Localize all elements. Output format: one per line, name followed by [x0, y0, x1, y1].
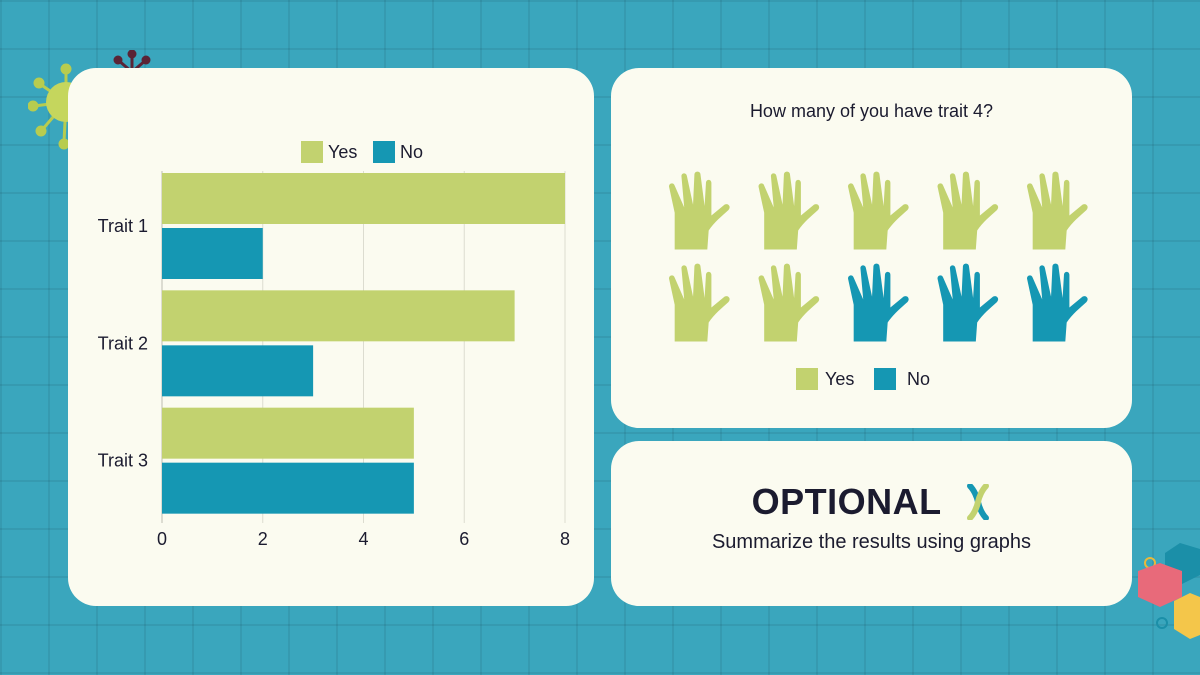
optional-subtitle: Summarize the results using graphs — [711, 531, 1032, 553]
hands-legend-label-no: No — [907, 369, 930, 389]
optional-card: OPTIONAL Summarize the results using gra… — [611, 441, 1132, 606]
category-label: Trait 3 — [98, 451, 148, 471]
x-tick-label: 0 — [157, 529, 167, 549]
optional-title: OPTIONAL — [611, 481, 1132, 523]
bar-no-3 — [162, 462, 414, 514]
category-label: Trait 2 — [98, 333, 148, 353]
bar-yes-2 — [162, 290, 515, 342]
hands-legend-swatch-yes — [796, 368, 818, 390]
hand-icon — [848, 171, 909, 250]
bar-no-2 — [162, 345, 314, 397]
hand-icon — [1027, 171, 1088, 250]
hands-pictograph: Yes No — [669, 171, 1088, 390]
hands-legend-swatch-no — [874, 368, 896, 390]
hand-icon — [848, 263, 909, 342]
legend-label-yes: Yes — [328, 142, 357, 162]
x-tick-label: 4 — [358, 529, 368, 549]
virus-dark-decoration — [113, 50, 151, 72]
bar-chart: Yes No Trait 1 Trait 2 Trait 3 0 2 4 6 8 — [98, 141, 570, 549]
hands-legend: Yes No — [796, 368, 930, 390]
hands-legend-label-yes: Yes — [825, 369, 854, 389]
pictograph-question: How many of you have trait 4? — [749, 101, 994, 121]
x-tick-label: 2 — [258, 529, 268, 549]
chromosome-icon — [967, 483, 990, 521]
hand-icon — [758, 263, 820, 342]
hand-icon — [669, 263, 730, 342]
bar-chart-legend: Yes No — [301, 141, 423, 163]
bar-yes-3 — [162, 407, 414, 459]
optional-title-text: OPTIONAL — [751, 481, 941, 522]
hand-icon — [1027, 263, 1088, 342]
bar-yes-1 — [162, 173, 565, 224]
bar-chart-card: Yes No Trait 1 Trait 2 Trait 3 0 2 4 6 8 — [68, 68, 594, 606]
legend-label-no: No — [400, 142, 423, 162]
hand-icon — [937, 171, 999, 250]
hands-pictograph-card: How many of you have trait 4? Yes No — [611, 68, 1132, 428]
legend-swatch-yes — [301, 141, 323, 163]
hand-icon — [669, 171, 730, 250]
category-label: Trait 1 — [98, 216, 148, 236]
x-tick-label: 8 — [560, 529, 570, 549]
legend-swatch-no — [373, 141, 395, 163]
hand-icon — [758, 171, 820, 250]
hexagon-decoration — [1138, 543, 1200, 639]
hand-icon — [937, 263, 999, 342]
bar-no-1 — [162, 228, 263, 279]
x-tick-label: 6 — [459, 529, 469, 549]
